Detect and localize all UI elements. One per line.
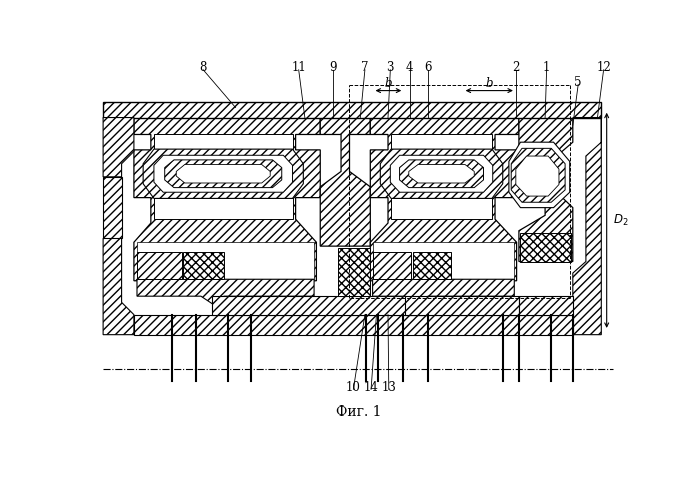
Text: 8: 8 (199, 61, 207, 74)
Polygon shape (103, 239, 134, 335)
Text: 3: 3 (386, 61, 394, 74)
Polygon shape (164, 160, 281, 188)
Polygon shape (372, 279, 514, 304)
Polygon shape (573, 117, 601, 335)
Polygon shape (103, 102, 601, 117)
Text: 4: 4 (406, 61, 413, 74)
Polygon shape (516, 156, 559, 196)
Polygon shape (372, 251, 411, 279)
Polygon shape (213, 296, 428, 315)
Text: 7: 7 (361, 61, 369, 74)
Text: 1: 1 (543, 61, 550, 74)
Polygon shape (137, 279, 314, 304)
Polygon shape (154, 155, 293, 192)
Polygon shape (103, 177, 122, 239)
Text: b: b (384, 77, 392, 90)
Polygon shape (370, 117, 519, 281)
Polygon shape (391, 155, 493, 192)
Polygon shape (134, 117, 321, 281)
Text: 9: 9 (329, 61, 336, 74)
Polygon shape (380, 149, 503, 198)
Text: 6: 6 (424, 61, 432, 74)
Polygon shape (176, 164, 270, 183)
Polygon shape (154, 135, 293, 149)
Polygon shape (338, 249, 370, 296)
Text: 2: 2 (512, 61, 519, 74)
Polygon shape (391, 198, 492, 219)
Polygon shape (511, 148, 565, 202)
Polygon shape (134, 315, 573, 335)
Text: $D_2$: $D_2$ (613, 212, 629, 228)
Polygon shape (413, 251, 452, 279)
Text: Фиг. 1: Фиг. 1 (336, 405, 382, 419)
Polygon shape (154, 198, 293, 219)
Polygon shape (405, 296, 519, 315)
Text: 13: 13 (382, 380, 396, 394)
Polygon shape (144, 149, 303, 198)
Text: 10: 10 (346, 380, 360, 394)
Polygon shape (521, 233, 570, 262)
Polygon shape (103, 117, 134, 177)
Polygon shape (400, 160, 484, 188)
Polygon shape (519, 296, 573, 315)
Polygon shape (183, 251, 224, 279)
Polygon shape (409, 164, 475, 183)
Polygon shape (137, 242, 314, 279)
Polygon shape (321, 117, 370, 246)
Polygon shape (137, 251, 182, 279)
Polygon shape (509, 142, 570, 207)
Text: 5: 5 (575, 76, 582, 89)
Text: 14: 14 (363, 380, 379, 394)
Text: 11: 11 (291, 61, 306, 74)
Text: b: b (485, 77, 493, 90)
Polygon shape (391, 135, 492, 149)
Polygon shape (519, 117, 573, 262)
Polygon shape (372, 242, 514, 279)
Text: 12: 12 (596, 61, 611, 74)
